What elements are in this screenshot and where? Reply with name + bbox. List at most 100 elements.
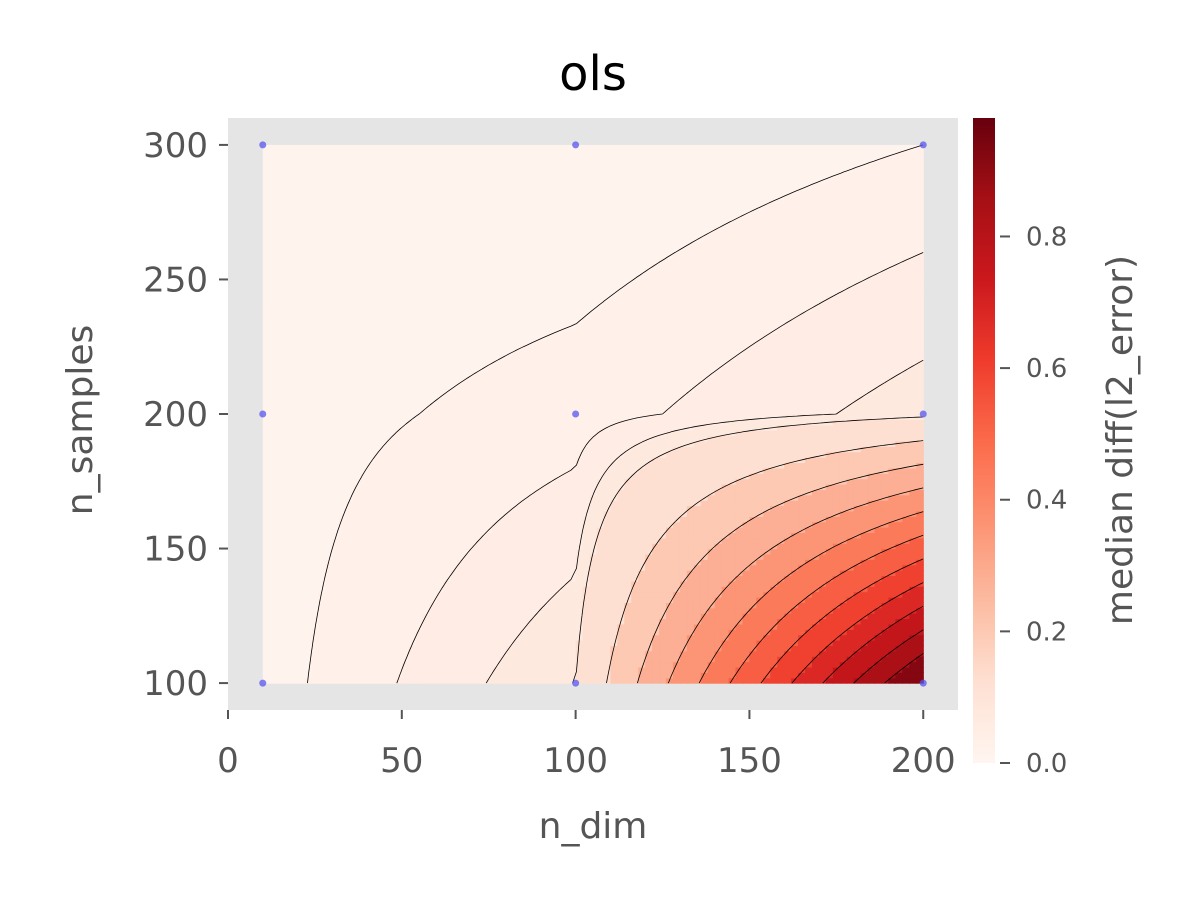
contour-fill-cell <box>568 629 577 636</box>
contour-fill-cell <box>422 661 431 668</box>
contour-fill-cell <box>547 327 556 334</box>
contour-fill-cell <box>457 360 465 367</box>
contour-fill-cell <box>471 457 479 464</box>
contour-fill-cell <box>575 209 584 216</box>
contour-fill-cell <box>346 672 354 679</box>
contour-fill-cell <box>568 403 577 410</box>
contour-fill-cell <box>269 430 278 437</box>
contour-fill-cell <box>520 532 528 539</box>
contour-fill-cell <box>457 462 465 469</box>
contour-fill-cell <box>526 204 535 211</box>
contour-fill-cell <box>443 564 452 571</box>
contour-fill-cell <box>422 392 431 399</box>
contour-fill-cell <box>492 419 500 426</box>
contour-fill-cell <box>422 247 431 254</box>
contour-fill-cell <box>443 446 452 453</box>
contour-fill-cell <box>311 252 319 259</box>
contour-fill-cell <box>422 640 431 647</box>
contour-fill-cell <box>304 661 313 668</box>
contour-fill-cell <box>499 451 507 458</box>
contour-fill-cell <box>533 166 542 173</box>
contour-fill-cell <box>513 596 521 603</box>
contour-fill-cell <box>554 397 563 404</box>
contour-fill-cell <box>360 629 368 636</box>
contour-fill-cell <box>485 241 493 248</box>
contour-fill-cell <box>533 392 542 399</box>
contour-fill-cell <box>582 155 591 162</box>
contour-fill-cell <box>499 354 507 361</box>
contour-fill-cell <box>283 483 292 490</box>
contour-fill-cell <box>561 596 570 603</box>
contour-fill-cell <box>575 419 584 426</box>
contour-fill-cell <box>589 500 598 507</box>
contour-fill-cell <box>429 187 438 194</box>
contour-fill-cell <box>533 354 542 361</box>
contour-fill-cell <box>589 252 598 259</box>
contour-fill-cell <box>471 527 479 533</box>
contour-fill-cell <box>304 327 313 334</box>
contour-fill-cell <box>415 483 424 490</box>
contour-fill-cell <box>332 290 340 297</box>
contour-fill-cell <box>436 252 445 259</box>
contour-fill-cell <box>582 543 591 550</box>
contour-fill-cell <box>513 505 521 512</box>
contour-fill-cell <box>360 268 368 275</box>
contour-fill-cell <box>478 295 486 302</box>
contour-fill-cell <box>464 177 472 184</box>
contour-fill-cell <box>276 559 285 566</box>
contour-fill-cell <box>408 274 417 281</box>
contour-fill-cell <box>262 231 271 237</box>
contour-fill-cell <box>374 424 382 431</box>
contour-fill-cell <box>408 220 417 227</box>
contour-fill-cell <box>582 500 591 507</box>
contour-fill-cell <box>318 596 326 603</box>
contour-fill-cell <box>262 241 271 248</box>
contour-fill-cell <box>346 408 354 415</box>
contour-fill-cell <box>554 414 563 420</box>
contour-fill-cell <box>283 247 292 254</box>
contour-fill-cell <box>374 306 382 313</box>
contour-fill-cell <box>408 629 417 636</box>
contour-fill-cell <box>360 596 368 603</box>
contour-fill-cell <box>346 489 354 496</box>
contour-fill-cell <box>450 500 459 507</box>
contour-fill-cell <box>478 161 486 168</box>
contour-fill-cell <box>540 451 549 458</box>
contour-fill-cell <box>297 333 306 340</box>
contour-fill-cell <box>346 252 354 259</box>
contour-fill-cell <box>582 279 591 286</box>
contour-fill-cell <box>547 214 556 221</box>
contour-fill-cell <box>506 623 514 630</box>
contour-fill-cell <box>276 483 285 490</box>
contour-fill-cell <box>325 494 333 501</box>
contour-fill-cell <box>429 408 438 415</box>
contour-fill-cell <box>311 661 319 668</box>
contour-fill-cell <box>575 387 584 394</box>
contour-fill-cell <box>325 397 333 404</box>
contour-fill-cell <box>492 214 500 221</box>
contour-fill-cell <box>346 279 354 286</box>
contour-fill-cell <box>478 214 486 221</box>
contour-fill-cell <box>380 457 389 464</box>
contour-fill-cell <box>492 656 500 663</box>
contour-fill-cell <box>589 656 598 663</box>
contour-fill-cell <box>533 376 542 383</box>
contour-fill-cell <box>450 559 459 566</box>
contour-fill-cell <box>533 483 542 490</box>
contour-fill-cell <box>485 231 493 237</box>
contour-fill-cell <box>318 591 326 598</box>
contour-fill-cell <box>353 381 361 388</box>
contour-fill-cell <box>478 457 486 464</box>
contour-fill-cell <box>526 397 535 404</box>
contour-fill-cell <box>276 510 285 517</box>
contour-fill-cell <box>408 376 417 383</box>
contour-fill-cell <box>339 204 347 211</box>
contour-fill-cell <box>422 414 431 420</box>
contour-fill-cell <box>283 381 292 388</box>
contour-fill-cell <box>540 231 549 237</box>
contour-fill-cell <box>513 403 521 410</box>
contour-fill-cell <box>533 602 542 609</box>
contour-fill-cell <box>492 618 500 625</box>
contour-fill-cell <box>353 478 361 485</box>
contour-fill-cell <box>297 387 306 394</box>
